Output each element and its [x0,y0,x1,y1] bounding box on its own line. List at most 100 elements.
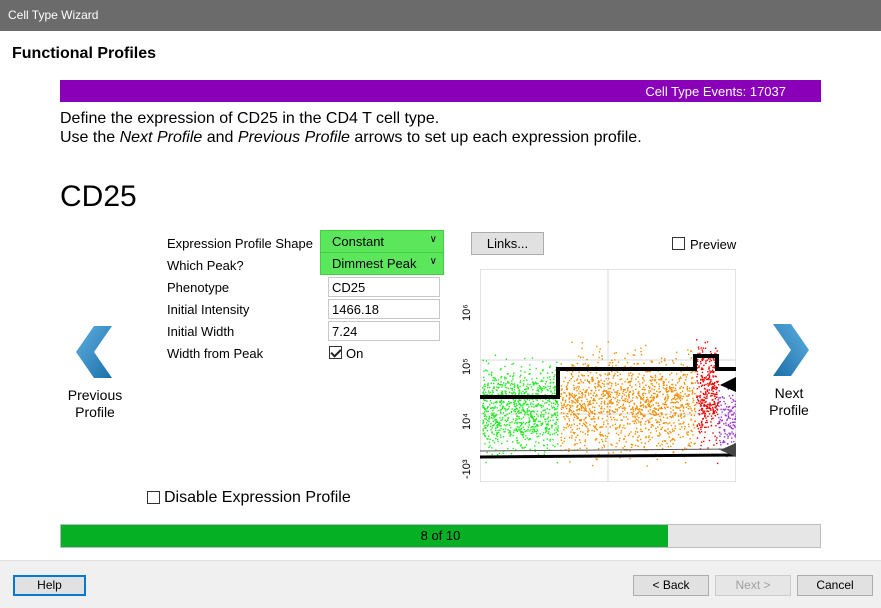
width-from-peak-checkbox[interactable] [329,346,342,359]
event-point [701,368,704,370]
expression-profile-shape-select[interactable]: Constant ∨ [320,230,444,253]
event-point [704,410,706,412]
event-point [630,443,632,446]
event-point [628,405,631,407]
event-point [615,428,617,430]
event-point [549,400,551,403]
event-point [519,418,521,420]
event-point [532,420,535,422]
event-point [672,383,674,386]
event-point [532,400,534,403]
event-point [584,439,587,441]
event-point [587,430,589,432]
event-point [710,371,712,373]
event-point [603,446,606,448]
preview-label[interactable]: Preview [690,237,737,252]
event-point [669,388,671,390]
event-point [624,435,626,437]
event-point [540,388,542,391]
event-point [549,434,551,436]
event-point [518,390,520,392]
event-point [539,420,541,423]
cancel-button[interactable]: Cancel [797,575,873,596]
help-button[interactable]: Help [13,575,86,596]
disable-expression-profile-checkbox[interactable] [147,491,160,504]
event-point [560,402,563,404]
event-point [676,395,678,397]
initial-intensity-field[interactable]: 1466.18 [328,299,440,319]
event-point [566,384,569,386]
event-point [502,452,504,455]
event-point [652,376,654,379]
event-point [704,431,706,433]
event-point [719,435,721,437]
event-point [515,420,517,422]
which-peak-select[interactable]: Dimmest Peak ∨ [320,252,444,275]
event-point [612,375,615,377]
event-point [584,444,586,447]
event-point [658,383,660,385]
event-point [683,416,685,418]
event-point [512,362,515,365]
event-point [718,416,720,419]
event-point [650,424,653,426]
disable-expression-profile-label[interactable]: Disable Expression Profile [164,489,351,506]
event-point [482,392,484,394]
next-profile-arrow-icon[interactable] [771,324,809,376]
event-point [560,445,562,447]
event-point [603,408,606,410]
event-point [517,421,519,424]
event-point [579,441,582,444]
event-point [653,397,655,399]
event-point [584,408,586,411]
next-profile-label[interactable]: Next Profile [750,385,828,419]
event-point [489,391,492,394]
event-point [593,409,596,412]
event-point [702,402,704,404]
event-point [510,401,513,404]
event-point [512,418,515,420]
expression-profile-shape-value: Constant [332,234,385,249]
event-point [631,407,634,409]
event-point [623,394,626,396]
event-point [670,411,672,413]
event-point [681,390,684,392]
event-point [698,413,701,416]
event-point [725,422,727,424]
phenotype-field[interactable]: CD25 [328,277,440,297]
initial-width-field[interactable]: 7.24 [328,321,440,341]
event-point [696,358,699,361]
expression-profile-plot[interactable] [480,269,736,482]
event-point [520,405,522,407]
preview-checkbox[interactable] [672,237,685,250]
event-point [585,389,587,392]
event-point [574,395,576,397]
event-point [582,406,584,409]
event-point [536,410,539,412]
event-point [653,379,655,381]
event-point [519,430,521,433]
event-point [638,435,640,437]
event-point [726,406,728,408]
event-point [507,373,509,375]
event-point [525,388,527,390]
event-point [645,420,647,423]
event-point [492,402,495,405]
links-button[interactable]: Links... [471,232,544,255]
back-button[interactable]: < Back [633,575,709,596]
event-point [573,432,575,435]
previous-profile-label[interactable]: Previous Profile [55,387,135,421]
event-point [656,381,658,384]
event-point [712,409,714,411]
event-point [725,424,727,426]
width-from-peak-option-label[interactable]: On [346,346,364,361]
event-point [542,415,545,418]
next-button[interactable]: Next > [715,575,791,596]
event-point [515,403,518,405]
event-point [566,404,568,407]
previous-profile-arrow-icon[interactable] [76,326,114,378]
event-point [694,382,696,384]
event-point [531,410,533,413]
event-point [504,365,506,368]
event-point [644,400,646,403]
